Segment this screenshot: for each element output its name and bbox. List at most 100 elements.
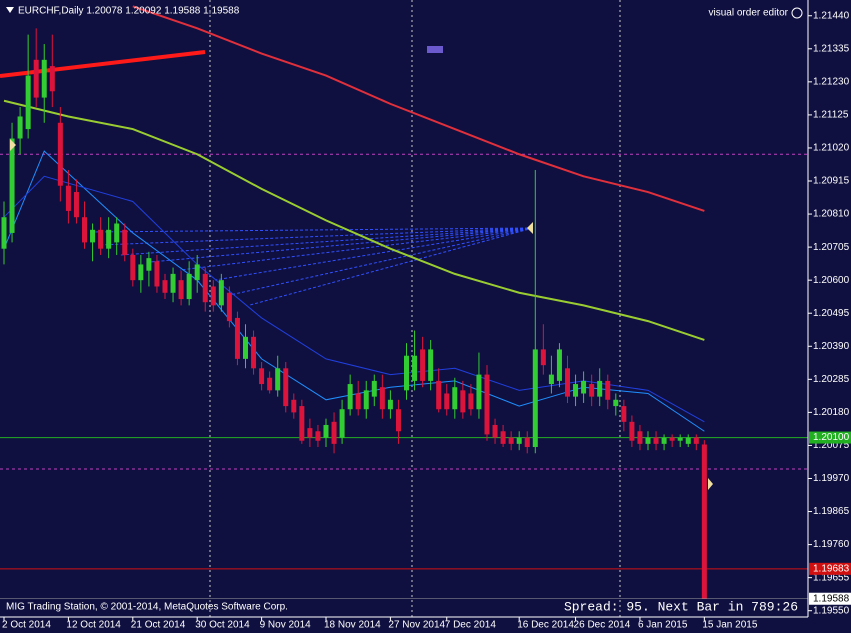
y-tick-label: 1.21230 bbox=[813, 76, 850, 87]
candle-body bbox=[492, 424, 498, 438]
candle-body bbox=[33, 59, 39, 98]
candle-body bbox=[645, 437, 651, 444]
x-tick-label: 12 Oct 2014 bbox=[66, 620, 121, 631]
fan-line bbox=[99, 227, 534, 246]
x-tick-label: 7 Dec 2014 bbox=[445, 620, 497, 631]
candle-body bbox=[540, 349, 546, 366]
candle-body bbox=[420, 349, 426, 381]
candle-body bbox=[605, 380, 611, 400]
smiley bbox=[791, 7, 803, 19]
fan-line bbox=[214, 227, 534, 281]
level-tag bbox=[809, 431, 851, 444]
fan-line bbox=[119, 227, 534, 256]
candle-body bbox=[315, 431, 321, 441]
candle-body bbox=[210, 286, 216, 306]
y-tick-label: 1.20810 bbox=[813, 209, 850, 220]
y-tick-label: 1.20180 bbox=[813, 407, 850, 418]
candle-body bbox=[25, 75, 31, 130]
candle-body bbox=[243, 336, 248, 359]
bid-tag bbox=[809, 592, 851, 605]
candle-body bbox=[202, 273, 208, 303]
corner-label[interactable]: visual order editor bbox=[709, 8, 789, 19]
overlay-line bbox=[3, 175, 705, 423]
fan-line bbox=[149, 227, 534, 263]
candle-body bbox=[476, 374, 482, 410]
candle-body bbox=[436, 380, 442, 410]
candle-body bbox=[283, 368, 289, 407]
y-tick-label: 1.19550 bbox=[813, 605, 850, 616]
y-tick-label: 1.20705 bbox=[813, 242, 850, 253]
fan-lines bbox=[89, 227, 534, 306]
fan-line bbox=[89, 227, 534, 233]
candle-body bbox=[565, 368, 570, 397]
candle-body bbox=[621, 406, 627, 422]
y-tick-label: 1.20075 bbox=[813, 440, 850, 451]
x-tick-label: 26 Dec 2014 bbox=[574, 620, 631, 631]
candle-body bbox=[701, 444, 707, 599]
y-tick-label: 1.21020 bbox=[813, 143, 850, 154]
candle-body bbox=[516, 437, 522, 444]
candle-body bbox=[677, 437, 683, 441]
candle-body bbox=[444, 393, 450, 410]
candle-body bbox=[323, 424, 329, 438]
candle-body bbox=[57, 122, 63, 186]
candle-body bbox=[395, 409, 401, 432]
y-tick-label: 1.20285 bbox=[813, 374, 850, 385]
y-tick-label: 1.19865 bbox=[813, 506, 850, 517]
candle-body bbox=[186, 273, 192, 300]
arrow-marker bbox=[708, 478, 713, 490]
candle-body bbox=[428, 349, 434, 381]
candle-body bbox=[1, 217, 7, 249]
candle-body bbox=[98, 229, 104, 249]
overlay-line bbox=[132, 5, 705, 212]
candle-body bbox=[65, 185, 71, 211]
candle-body bbox=[355, 393, 361, 410]
candle-body bbox=[251, 336, 257, 369]
x-tick-label: 30 Oct 2014 bbox=[195, 620, 250, 631]
candle-body bbox=[404, 355, 409, 391]
candle-body bbox=[363, 390, 369, 410]
candle-body bbox=[299, 406, 305, 441]
candle-body bbox=[581, 380, 587, 394]
overlay-line bbox=[3, 99, 705, 341]
x-tick-label: 9 Nov 2014 bbox=[260, 620, 312, 631]
fan-line bbox=[179, 227, 534, 271]
y-tick-label: 1.19970 bbox=[813, 473, 850, 484]
candle-body bbox=[130, 254, 136, 281]
candle-body bbox=[267, 377, 273, 391]
candle-body bbox=[291, 399, 297, 413]
candle-body bbox=[339, 409, 345, 438]
candle-body bbox=[468, 393, 474, 410]
candle-body bbox=[661, 437, 667, 444]
plot bbox=[0, 5, 808, 599]
level-tag-label: 1.19683 bbox=[813, 563, 850, 574]
candle-body bbox=[194, 264, 200, 281]
candle-body bbox=[17, 116, 23, 139]
chart-title: EURCHF,Daily 1.20078 1.20092 1.19588 1.1… bbox=[18, 6, 240, 17]
level-tag-label: 1.20100 bbox=[813, 432, 850, 443]
candle-body bbox=[653, 437, 659, 444]
object[interactable] bbox=[427, 46, 443, 53]
candle-body bbox=[178, 280, 184, 300]
bid-tag-label: 1.19588 bbox=[813, 593, 850, 604]
candle-body bbox=[500, 431, 506, 444]
y-tick-label: 1.20600 bbox=[813, 275, 850, 286]
y-tick-label: 1.21440 bbox=[813, 10, 850, 21]
candle-body bbox=[49, 66, 55, 92]
candle-body bbox=[508, 437, 514, 444]
candle-body bbox=[331, 421, 337, 444]
candle-body bbox=[524, 437, 530, 448]
candle-body bbox=[460, 390, 466, 413]
candle-body bbox=[637, 431, 643, 444]
y-tick-label: 1.19655 bbox=[813, 572, 850, 583]
y-tick-label: 1.21125 bbox=[813, 110, 849, 121]
candle-body bbox=[226, 292, 232, 322]
y-tick-label: 1.21335 bbox=[813, 43, 850, 54]
candle-body bbox=[73, 192, 79, 218]
candle-body bbox=[90, 229, 96, 243]
x-tick-label: 21 Oct 2014 bbox=[131, 620, 186, 631]
candle-body bbox=[234, 317, 240, 359]
candle-body bbox=[613, 399, 619, 407]
